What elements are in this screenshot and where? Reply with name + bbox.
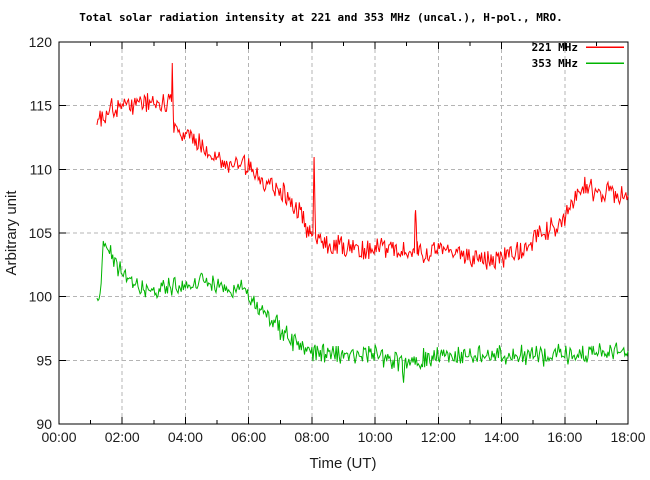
y-axis-label: Arbitrary unit	[3, 190, 20, 276]
legend: 221 MHz 353 MHz	[532, 41, 624, 70]
x-tick-label: 04:00	[168, 429, 203, 445]
series-221-mhz	[96, 62, 629, 271]
legend-label: 353 MHz	[532, 57, 578, 70]
data-series	[96, 62, 629, 383]
y-tick-label: 105	[29, 225, 53, 241]
y-tick-label: 90	[36, 416, 52, 432]
x-tick-label: 00:00	[41, 429, 76, 445]
axes	[58, 41, 629, 425]
x-tick-label: 18:00	[610, 429, 645, 445]
gridlines	[59, 42, 628, 424]
x-tick-label: 14:00	[484, 429, 519, 445]
y-tick-label: 95	[36, 352, 52, 368]
y-tick-label: 115	[30, 98, 53, 114]
series-353-mhz	[96, 240, 629, 383]
y-tick-label: 120	[29, 34, 53, 50]
x-tick-label: 06:00	[231, 429, 266, 445]
x-tick-label: 08:00	[294, 429, 329, 445]
x-tick-label: 10:00	[358, 429, 393, 445]
legend-label: 221 MHz	[532, 41, 578, 54]
x-tick-label: 16:00	[547, 429, 582, 445]
chart-title: Total solar radiation intensity at 221 a…	[79, 11, 562, 24]
x-tick-label: 12:00	[421, 429, 456, 445]
y-tick-label: 100	[29, 289, 53, 305]
tick-labels: 00:00 02:00 04:00 06:00 08:00 10:00 12:00 14:00…	[29, 34, 646, 445]
x-tick-label: 02:00	[105, 429, 140, 445]
x-axis-label: Time (UT)	[310, 455, 377, 472]
y-tick-label: 110	[30, 161, 53, 177]
